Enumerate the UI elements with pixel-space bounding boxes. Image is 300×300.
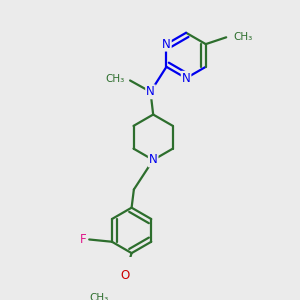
Text: CH₃: CH₃ [89,293,109,300]
Text: CH₃: CH₃ [106,74,125,84]
Text: CH₃: CH₃ [233,32,252,42]
Text: N: N [162,38,171,51]
Text: O: O [120,269,129,282]
Text: N: N [146,85,155,98]
Text: N: N [149,154,158,166]
Text: N: N [182,72,190,85]
Text: F: F [80,233,86,246]
